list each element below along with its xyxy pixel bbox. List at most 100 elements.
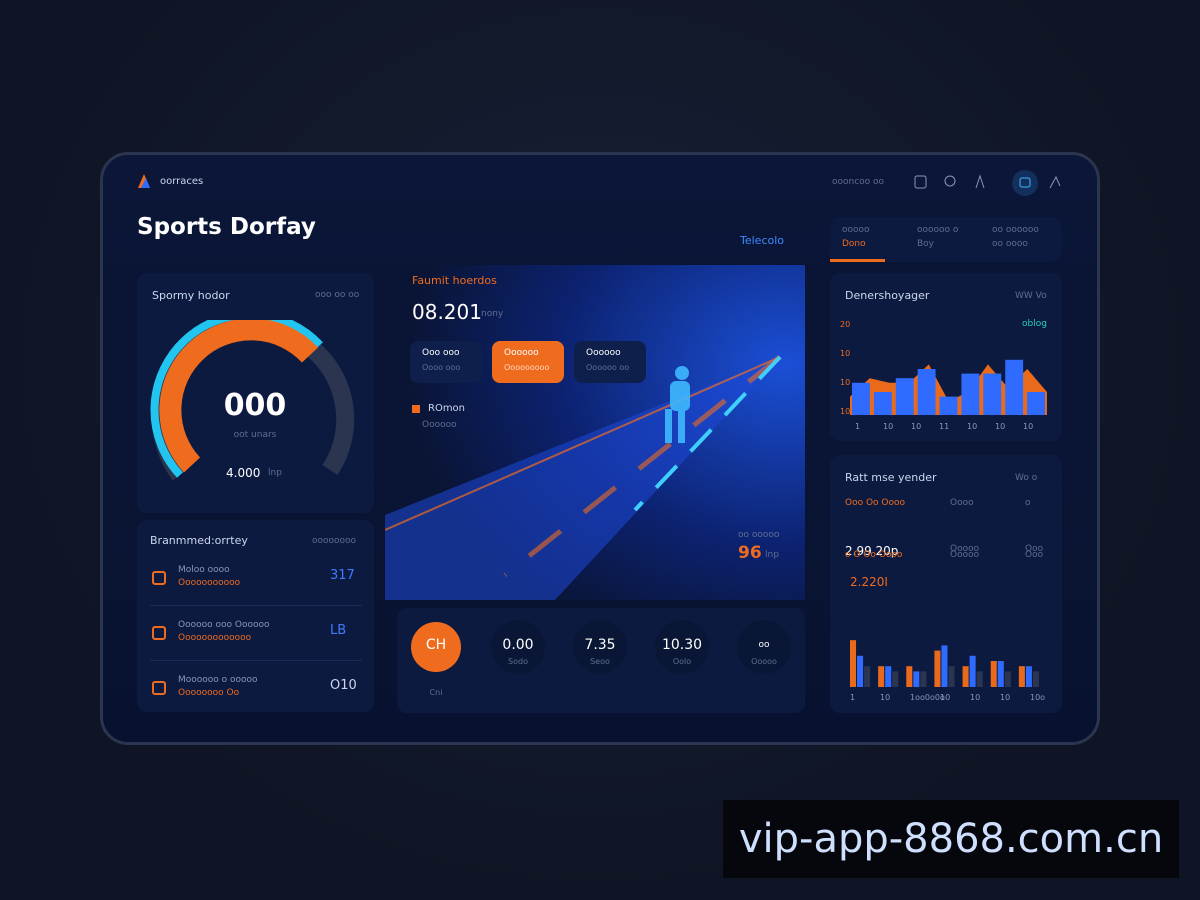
bar (864, 666, 871, 687)
icon[interactable] (944, 175, 956, 187)
x-tick-label: 10 (1023, 422, 1033, 431)
stat-value: 7.35 (584, 637, 616, 653)
stat-label: Oolo (672, 657, 692, 666)
tab-top: oo oooooo (992, 225, 1039, 235)
row-c: o (1025, 498, 1031, 508)
chip-label: Ooo ooo (422, 348, 460, 358)
x-tick-label: 1 (850, 693, 855, 702)
reading: 4.000 (226, 466, 261, 480)
list-label: Moooooo o ooooo (178, 675, 258, 685)
panel-meta: ooo oo oo (315, 290, 360, 300)
y-tick-label: 10 (840, 349, 850, 358)
list-sub: Ooooooooooo (178, 578, 241, 588)
watermark: vip-app-8868.com.cn (723, 800, 1179, 878)
bar (1032, 671, 1039, 687)
link[interactable]: Telecolo (740, 234, 785, 247)
bar (983, 373, 1002, 415)
bar (1005, 359, 1024, 415)
tab: Boy (917, 239, 935, 249)
chip-label: Oooooo (504, 348, 539, 358)
stat-label: Cni (429, 688, 443, 697)
list-label: Oooooo ooo Oooooo (178, 620, 270, 630)
x-tick-label: 11 (939, 422, 949, 431)
gauge-unit: oot unars (233, 430, 277, 440)
bar (941, 645, 948, 687)
panel-meta: oooooooo (312, 536, 357, 546)
bar (1025, 666, 1032, 687)
panel-meta: WW Vo (1015, 291, 1047, 301)
bar (913, 671, 920, 687)
list-sub: Oooooooo Oo (178, 688, 240, 698)
bar (873, 392, 892, 415)
panel-title: Spormy hodor (152, 289, 230, 302)
x-tick-label: 10 (970, 693, 980, 702)
panel-title: Denershoyager (845, 289, 930, 302)
icon[interactable] (975, 174, 985, 189)
icon[interactable] (1049, 175, 1061, 189)
list-value: 317 (330, 568, 355, 583)
x-tick-label: 1 (855, 422, 860, 431)
chip-label: Oooooo (586, 348, 621, 358)
row-c: Ooo (1025, 550, 1044, 560)
bar (969, 655, 976, 687)
stat-circle (411, 622, 461, 672)
divider (150, 605, 362, 606)
bar (976, 671, 983, 687)
bar (857, 655, 864, 687)
panel-title: Ratt mse yender (845, 471, 937, 484)
x-tick-label: 10 (940, 693, 950, 702)
list-panel (137, 520, 374, 712)
icon[interactable] (914, 175, 927, 189)
row-a: o O Oo Oooo (845, 550, 903, 560)
y-tick-label: 10 (840, 378, 850, 387)
stat-value: 0.00 (502, 637, 534, 653)
legend: ROmon (428, 403, 466, 414)
bar (906, 666, 913, 687)
tab-indicator (830, 259, 885, 262)
row-b: Ooooo (950, 550, 980, 560)
bar (878, 666, 885, 687)
chip-sub: Ooooooooo (504, 363, 550, 372)
x-tick-label: 10o (1030, 693, 1045, 702)
brand: oorraces (160, 176, 204, 187)
stat: 96 (738, 543, 762, 563)
brand-icon (138, 174, 150, 188)
row-c: Ooo (1025, 544, 1044, 554)
chip[interactable] (492, 341, 564, 383)
stat-circle (491, 620, 545, 674)
icon[interactable] (1012, 170, 1038, 196)
tab: Dono (842, 239, 866, 249)
bar (920, 671, 927, 687)
y-tick-label: 10 (840, 407, 850, 416)
x-tick-label: 10 (880, 693, 890, 702)
nav-text: oooncoo oo (832, 177, 885, 187)
list-value: O10 (330, 678, 357, 693)
y-tick-label: 20 (840, 320, 850, 329)
chip[interactable] (574, 341, 646, 383)
legend-sub: Oooooo (422, 420, 457, 430)
hero-title: Faumit hoerdos (412, 274, 497, 287)
row-a: 2.99 20p (845, 544, 899, 558)
chip[interactable] (410, 341, 482, 383)
bar (934, 650, 941, 687)
x-tick-label: 10 (883, 422, 893, 431)
row-b: Ooooo (950, 544, 980, 554)
x-tick-label: 10 (911, 422, 921, 431)
x-tick-label: 1oo0o0o (910, 693, 945, 702)
hero-unit: nony (481, 309, 504, 319)
row-a: Ooo Oo Oooo (845, 498, 906, 508)
divider (150, 660, 362, 661)
panel-meta: Wo o (1015, 473, 1038, 483)
page-title: Sports Dorfay (137, 214, 316, 240)
bar (939, 396, 958, 415)
x-tick-label: 10 (995, 422, 1005, 431)
trend-chart: 20 10 10 10 1 10 10 11 10 10 10 (840, 320, 1047, 431)
gauge (150, 320, 355, 481)
bar (990, 661, 997, 687)
stat-value: CH (425, 637, 447, 653)
stat-label: Seoo (590, 657, 610, 666)
x-tick-label: 10 (967, 422, 977, 431)
bar (917, 369, 936, 415)
list-sub: Ooooooooooooo (178, 633, 252, 643)
bar (1027, 392, 1045, 415)
